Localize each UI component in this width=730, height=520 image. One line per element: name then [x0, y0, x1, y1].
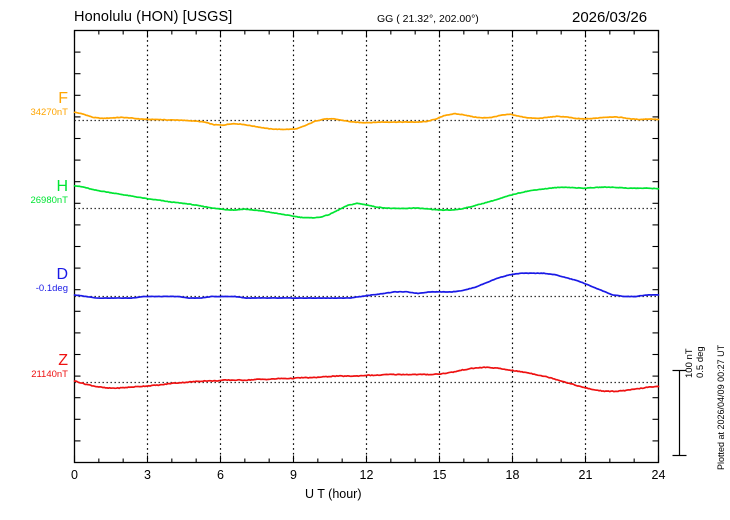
x-tick-label-18: 18: [505, 468, 520, 482]
grid-lines: [146, 30, 587, 463]
component-label-h: H 26980nT: [0, 177, 68, 206]
component-letter-h: H: [56, 177, 68, 195]
component-letter-f: F: [58, 89, 68, 107]
observation-date: 2026/03/26: [572, 9, 648, 26]
x-tick-label-6: 6: [217, 468, 224, 482]
component-letter-d: D: [56, 265, 68, 283]
x-tick-label-24: 24: [651, 468, 666, 482]
x-axis-title: U T (hour): [305, 487, 362, 501]
component-letter-z: Z: [58, 351, 68, 369]
component-label-d: D -0.1deg: [0, 265, 68, 294]
geographic-coordinates: GG ( 21.32°, 202.00°): [377, 13, 479, 25]
x-tick-label-21: 21: [578, 468, 593, 482]
scale-caption-nt: 100 nT: [684, 348, 695, 378]
component-baseline-value-d: -0.1deg: [35, 282, 68, 294]
x-tick-label-15: 15: [432, 468, 447, 482]
scale-caption-deg: 0.5 deg: [695, 346, 706, 378]
component-baseline-value-h: 26980nT: [30, 194, 68, 206]
x-tick-label-9: 9: [290, 468, 297, 482]
axis-ticks: [73, 30, 660, 463]
component-baseline-value-z: 21140nT: [31, 368, 68, 380]
x-tick-label-12: 12: [359, 468, 374, 482]
component-label-z: Z 21140nT: [0, 351, 68, 380]
plotted-at-timestamp: Plotted at 2026/04/09 00:27 UT: [716, 344, 726, 470]
component-baseline-value-f: 34270nT: [30, 106, 68, 118]
station-title: Honolulu (HON) [USGS]: [74, 9, 233, 25]
x-tick-label-3: 3: [144, 468, 151, 482]
scale-bar-caption: 100 nT 0.5 deg: [684, 346, 706, 378]
component-label-f: F 34270nT: [0, 89, 68, 118]
data-traces: [73, 111, 660, 393]
scale-bar: [672, 369, 687, 457]
x-tick-label-0: 0: [71, 468, 78, 482]
